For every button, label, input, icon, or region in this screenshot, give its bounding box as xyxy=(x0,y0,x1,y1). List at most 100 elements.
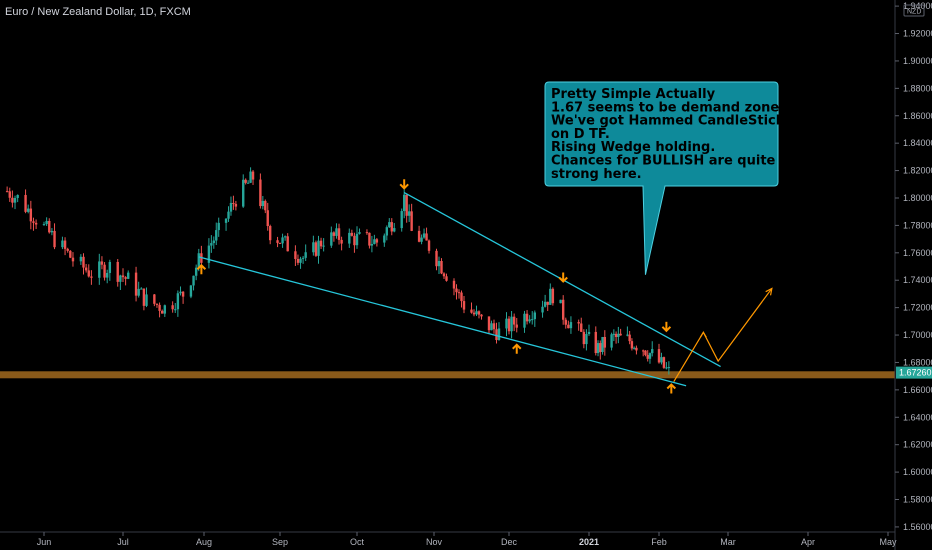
candle xyxy=(210,235,213,253)
candle-body xyxy=(53,230,56,248)
candle-body xyxy=(632,347,636,349)
candle-body xyxy=(348,232,351,244)
candle xyxy=(330,226,333,248)
y-tick-label: 1.76000 xyxy=(903,248,932,258)
candle xyxy=(124,276,127,286)
candle-body xyxy=(630,341,634,349)
candle xyxy=(402,186,406,219)
candle-body xyxy=(16,194,19,198)
x-tick-label: Jun xyxy=(37,537,52,547)
candle-body xyxy=(495,329,498,341)
candle xyxy=(528,315,531,324)
candle xyxy=(82,253,85,275)
x-tick-label: May xyxy=(879,537,897,547)
candle xyxy=(596,340,600,357)
candle-body xyxy=(390,222,393,232)
candle xyxy=(531,311,534,325)
candle-body xyxy=(127,272,130,279)
x-tick-label: Apr xyxy=(801,537,815,547)
candle-body xyxy=(533,312,537,320)
x-tick-label: Sep xyxy=(272,537,288,547)
callout-line: We've got Hammed CandleStick xyxy=(551,114,785,129)
candle xyxy=(299,256,302,269)
up-arrow-icon xyxy=(196,263,207,275)
candle-body xyxy=(452,280,456,289)
candle-body xyxy=(322,245,325,247)
candle xyxy=(71,252,75,267)
candle xyxy=(455,284,458,300)
candle-body xyxy=(100,261,104,265)
candle xyxy=(229,196,233,216)
candle xyxy=(100,256,104,270)
candle xyxy=(475,305,478,317)
candle xyxy=(61,236,64,250)
candle xyxy=(644,350,647,357)
candle xyxy=(452,278,456,296)
candle-body xyxy=(134,272,138,296)
candle xyxy=(515,318,518,333)
candle xyxy=(437,256,441,274)
candle xyxy=(368,232,371,249)
candle xyxy=(79,254,83,265)
candle xyxy=(462,296,466,314)
candle-body xyxy=(440,260,443,274)
candle xyxy=(487,316,491,334)
candle-body xyxy=(462,301,466,310)
candle xyxy=(660,352,663,365)
candle-body xyxy=(217,222,220,231)
candle-body xyxy=(635,347,638,351)
callout-line: Pretty Simple Actually xyxy=(551,87,716,102)
y-tick-label: 1.90000 xyxy=(903,56,932,66)
candle-body xyxy=(422,233,426,238)
y-tick-label: 1.78000 xyxy=(903,220,932,230)
candle-body xyxy=(283,236,287,238)
candle xyxy=(585,329,588,351)
candle-body xyxy=(335,228,338,236)
candle-body xyxy=(319,240,323,247)
y-tick-label: 1.74000 xyxy=(903,275,932,285)
candle-body xyxy=(492,323,496,330)
candle xyxy=(559,299,562,304)
candle xyxy=(425,227,428,241)
candle-body xyxy=(393,228,396,232)
candle-body xyxy=(82,256,85,268)
candle-body xyxy=(445,276,448,281)
candle xyxy=(646,350,649,362)
candle-body xyxy=(619,333,622,336)
candle xyxy=(405,194,408,223)
candle-body xyxy=(224,218,228,223)
candle xyxy=(116,259,119,287)
candle-body xyxy=(420,237,423,242)
candle-body xyxy=(667,367,671,369)
candle-body xyxy=(103,264,106,278)
candle xyxy=(442,272,446,279)
x-tick-label: Mar xyxy=(720,537,736,547)
candle xyxy=(610,332,613,351)
candle xyxy=(145,287,148,308)
candle-body xyxy=(215,230,218,241)
candle-body xyxy=(564,319,567,325)
y-tick-label: 1.68000 xyxy=(903,357,932,367)
arrow-head xyxy=(399,183,409,190)
candle-body xyxy=(477,311,481,315)
last-price-label: 1.67260 xyxy=(899,368,932,378)
candle-body xyxy=(660,357,663,363)
candle xyxy=(283,235,287,241)
candle-body xyxy=(541,306,544,313)
arrow-head xyxy=(512,343,522,350)
candle-body xyxy=(116,261,119,282)
candle-body xyxy=(197,253,200,268)
candle xyxy=(163,304,167,317)
callout-line: Rising Wedge holding. xyxy=(551,140,715,155)
callout-line: 1.67 seems to be demand zone xyxy=(551,100,779,115)
x-tick-label: Nov xyxy=(426,537,443,547)
candle xyxy=(353,232,356,253)
candle-body xyxy=(385,227,389,236)
candle-body xyxy=(405,194,408,216)
candle xyxy=(176,290,180,317)
candle-body xyxy=(355,233,359,246)
candle xyxy=(317,235,320,264)
candle-body xyxy=(29,208,33,222)
y-tick-label: 1.82000 xyxy=(903,166,932,176)
